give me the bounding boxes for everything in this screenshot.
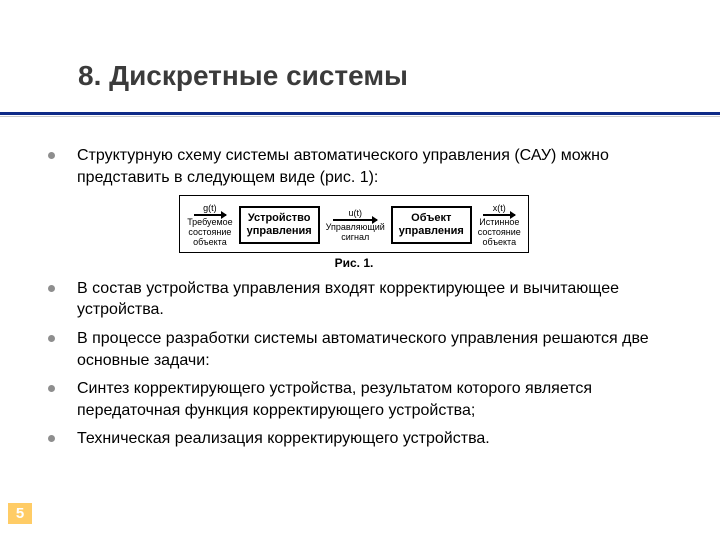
bullet-text: В состав устройства управления входят ко…: [77, 278, 660, 321]
list-item: Техническая реализация корректирующего у…: [48, 428, 660, 450]
bullet-icon: [48, 385, 55, 392]
list-item: Структурную схему системы автоматическог…: [48, 145, 660, 188]
signal-label-g: g(t): [203, 204, 217, 214]
figure-caption: Рис. 1.: [179, 256, 529, 270]
bullet-text: Структурную схему системы автоматическог…: [77, 145, 660, 188]
diagram-container: g(t) Требуемое состояние объекта Устройс…: [48, 195, 660, 270]
bullet-text: Техническая реализация корректирующего у…: [77, 428, 490, 450]
signal-desc-g: Требуемое состояние объекта: [187, 218, 232, 248]
arrow-icon: [194, 214, 226, 216]
bullet-icon: [48, 435, 55, 442]
signal-label-u: u(t): [348, 209, 362, 219]
arrow-icon: [483, 214, 515, 216]
signal-desc-x: Истинное состояние объекта: [478, 218, 521, 248]
signal-label-x: x(t): [493, 204, 506, 214]
title-underline-grey: [0, 116, 720, 117]
page-title: 8. Дискретные системы: [78, 60, 408, 92]
list-item: Синтез корректирующего устройства, резул…: [48, 378, 660, 421]
bullet-icon: [48, 152, 55, 159]
block-diagram: g(t) Требуемое состояние объекта Устройс…: [179, 195, 529, 253]
arrow-icon: [333, 219, 377, 221]
title-underline-blue: [0, 112, 720, 115]
content-area: Структурную схему системы автоматическог…: [48, 145, 660, 457]
bullet-icon: [48, 285, 55, 292]
block-plant: Объект управления: [391, 206, 472, 243]
bullet-icon: [48, 335, 55, 342]
signal-desc-u: Управляющий сигнал: [326, 223, 385, 243]
list-item: В состав устройства управления входят ко…: [48, 278, 660, 321]
block-control-device: Устройство управления: [239, 206, 320, 243]
page-number-badge: 5: [8, 503, 32, 524]
list-item: В процессе разработки системы автоматиче…: [48, 328, 660, 371]
bullet-text: Синтез корректирующего устройства, резул…: [77, 378, 660, 421]
bullet-text: В процессе разработки системы автоматиче…: [77, 328, 660, 371]
